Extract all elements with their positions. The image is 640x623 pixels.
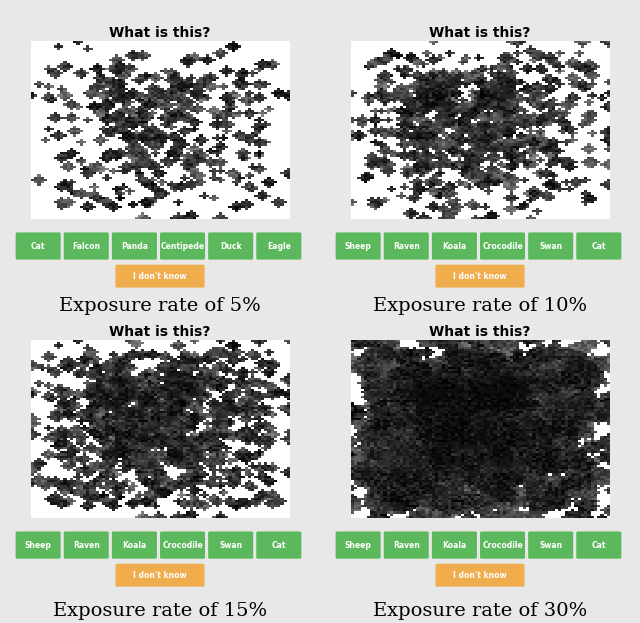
FancyBboxPatch shape: [435, 564, 525, 587]
Text: Duck: Duck: [220, 242, 241, 250]
Text: What is this?: What is this?: [109, 325, 211, 338]
FancyBboxPatch shape: [64, 232, 109, 260]
Text: Raven: Raven: [393, 242, 420, 250]
Text: Raven: Raven: [73, 541, 100, 549]
FancyBboxPatch shape: [112, 232, 157, 260]
Text: Cat: Cat: [591, 242, 606, 250]
Text: Exposure rate of 5%: Exposure rate of 5%: [59, 297, 261, 315]
Text: Raven: Raven: [393, 541, 420, 549]
FancyBboxPatch shape: [335, 232, 381, 260]
FancyBboxPatch shape: [115, 265, 205, 288]
Text: I don't know: I don't know: [133, 571, 187, 579]
Text: Eagle: Eagle: [267, 242, 291, 250]
Text: Sheep: Sheep: [345, 242, 372, 250]
FancyBboxPatch shape: [160, 232, 205, 260]
FancyBboxPatch shape: [480, 232, 525, 260]
FancyBboxPatch shape: [256, 232, 301, 260]
FancyBboxPatch shape: [576, 531, 621, 559]
Text: Exposure rate of 10%: Exposure rate of 10%: [373, 297, 587, 315]
Text: What is this?: What is this?: [109, 26, 211, 39]
FancyBboxPatch shape: [112, 531, 157, 559]
FancyBboxPatch shape: [15, 232, 61, 260]
Text: Koala: Koala: [122, 541, 147, 549]
Text: Cat: Cat: [31, 242, 45, 250]
Text: Falcon: Falcon: [72, 242, 100, 250]
Text: Crocodile: Crocodile: [162, 541, 203, 549]
Text: Cat: Cat: [591, 541, 606, 549]
Text: Koala: Koala: [442, 541, 467, 549]
Text: Swan: Swan: [219, 541, 242, 549]
Text: I don't know: I don't know: [453, 272, 507, 280]
FancyBboxPatch shape: [435, 265, 525, 288]
Text: What is this?: What is this?: [429, 325, 531, 338]
FancyBboxPatch shape: [64, 531, 109, 559]
FancyBboxPatch shape: [208, 531, 253, 559]
Text: Panda: Panda: [121, 242, 148, 250]
FancyBboxPatch shape: [528, 232, 573, 260]
FancyBboxPatch shape: [480, 531, 525, 559]
Text: Sheep: Sheep: [345, 541, 372, 549]
Text: What is this?: What is this?: [429, 26, 531, 39]
FancyBboxPatch shape: [160, 531, 205, 559]
Text: Cat: Cat: [271, 541, 286, 549]
FancyBboxPatch shape: [576, 232, 621, 260]
Text: Centipede: Centipede: [161, 242, 205, 250]
FancyBboxPatch shape: [256, 531, 301, 559]
Text: Sheep: Sheep: [25, 541, 52, 549]
FancyBboxPatch shape: [432, 531, 477, 559]
FancyBboxPatch shape: [528, 531, 573, 559]
Text: Crocodile: Crocodile: [482, 541, 523, 549]
FancyBboxPatch shape: [208, 232, 253, 260]
Text: Crocodile: Crocodile: [482, 242, 523, 250]
Text: Exposure rate of 30%: Exposure rate of 30%: [373, 602, 587, 620]
FancyBboxPatch shape: [335, 531, 381, 559]
Text: Exposure rate of 15%: Exposure rate of 15%: [53, 602, 267, 620]
FancyBboxPatch shape: [384, 232, 429, 260]
Text: Koala: Koala: [442, 242, 467, 250]
FancyBboxPatch shape: [432, 232, 477, 260]
FancyBboxPatch shape: [115, 564, 205, 587]
Text: Swan: Swan: [539, 541, 562, 549]
Text: Swan: Swan: [539, 242, 562, 250]
Text: I don't know: I don't know: [133, 272, 187, 280]
FancyBboxPatch shape: [384, 531, 429, 559]
FancyBboxPatch shape: [15, 531, 61, 559]
Text: I don't know: I don't know: [453, 571, 507, 579]
